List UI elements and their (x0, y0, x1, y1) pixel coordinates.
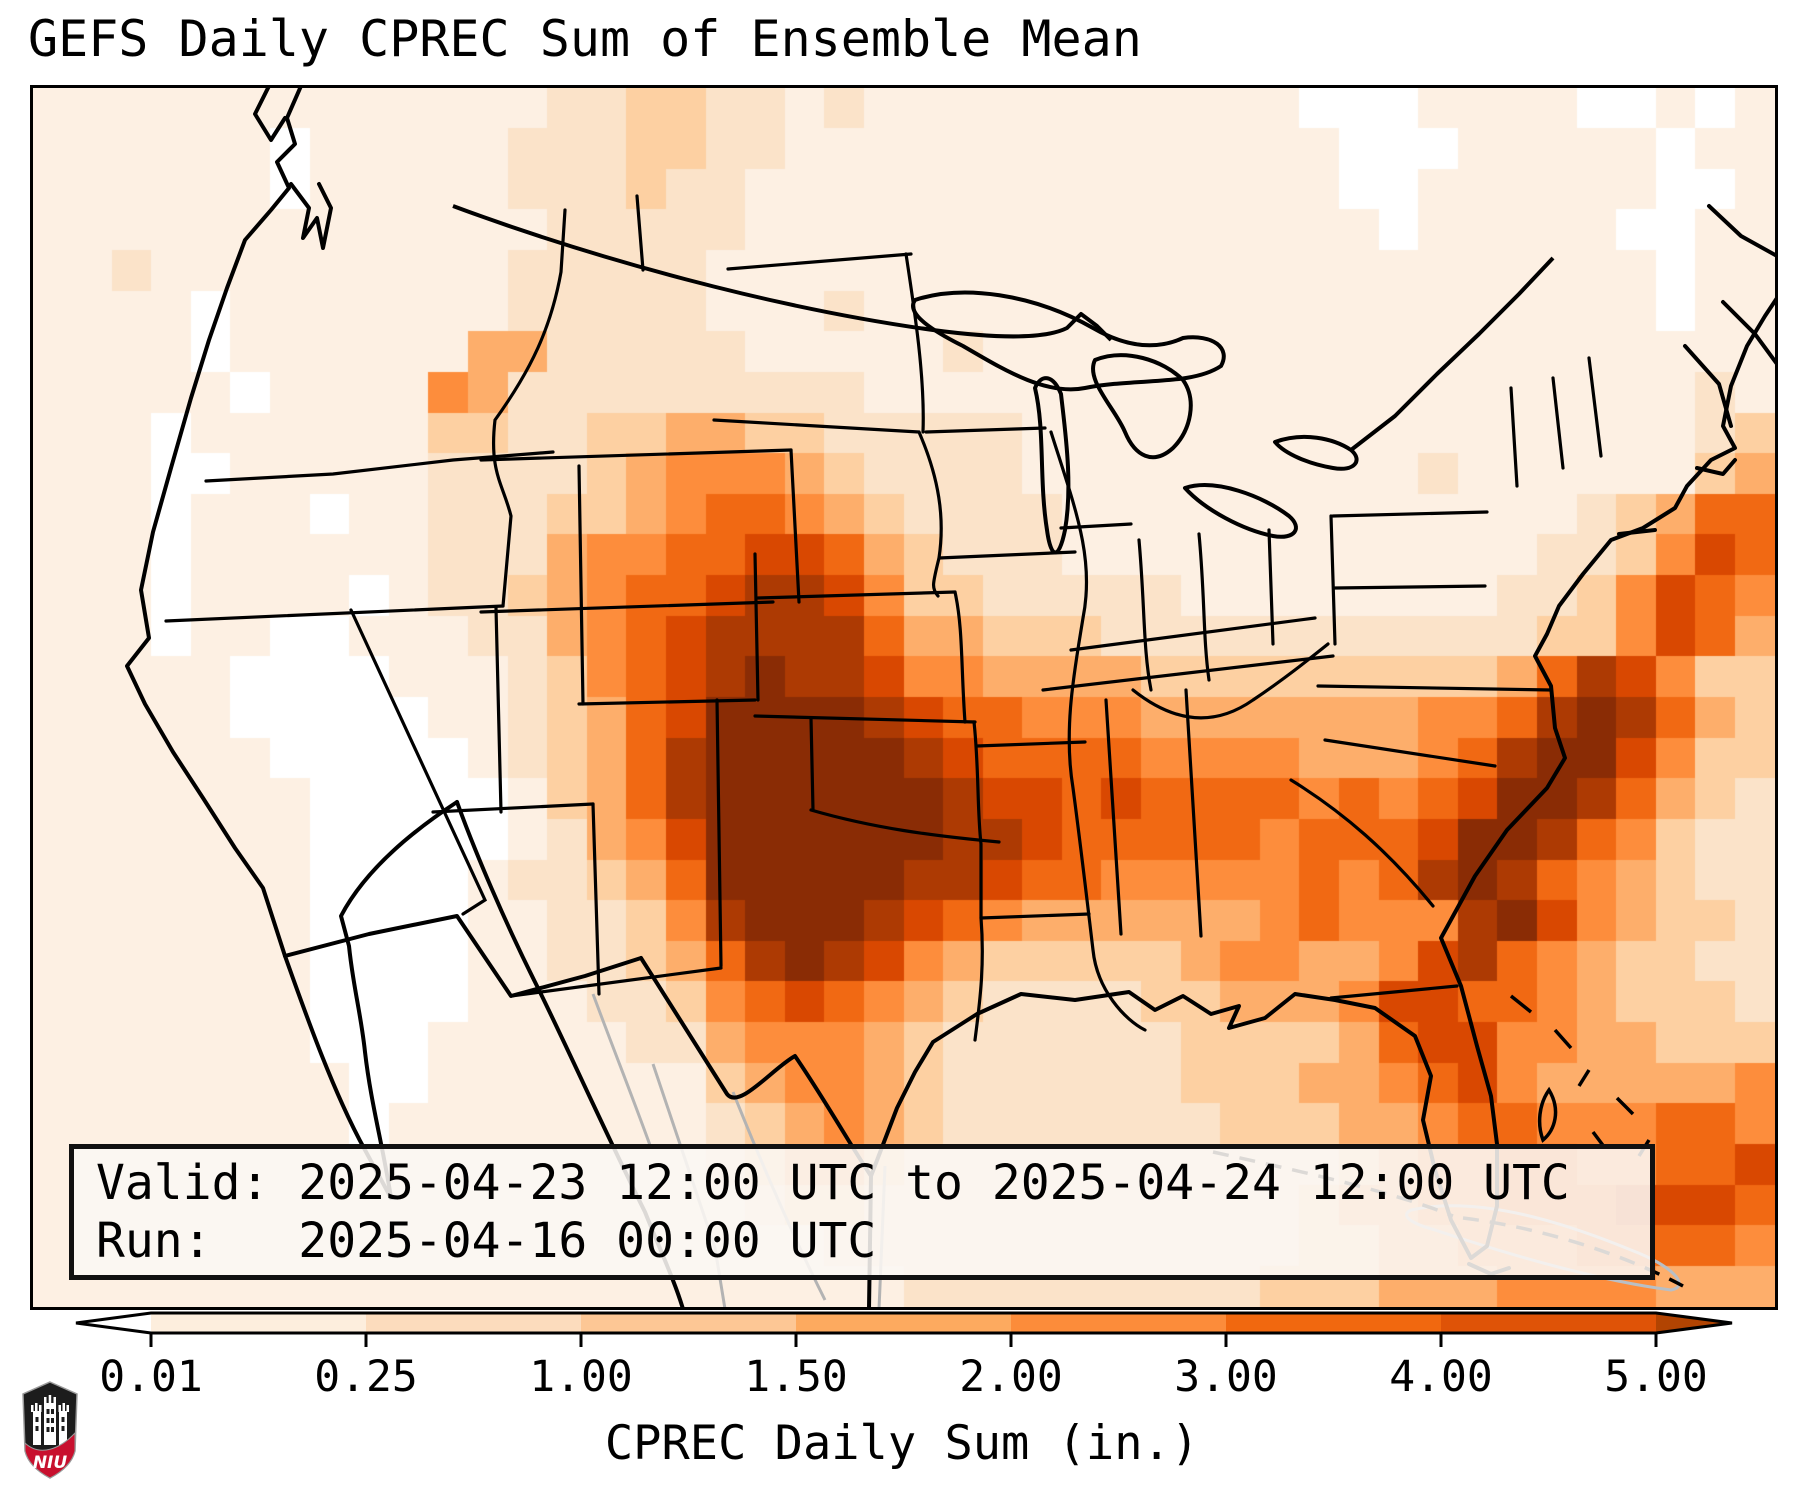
lake-ontario (1273, 435, 1359, 471)
vancouver-island (253, 88, 287, 142)
run-time-text: Run: 2025-04-16 00:00 UTC (96, 1213, 877, 1269)
canada-border (452, 204, 1113, 342)
lake-michigan (1033, 376, 1071, 555)
colorbar-tick-label: 3.00 (1174, 1352, 1278, 1402)
colorbar-segment (1226, 1313, 1441, 1333)
niu-logo: NIU (22, 1381, 78, 1479)
rio-grande (639, 956, 873, 1307)
valid-time-text: Valid: 2025-04-23 12:00 UTC to 2025-04-2… (96, 1155, 1570, 1211)
colorbar (74, 1311, 1734, 1351)
long-island (1617, 528, 1657, 536)
colorbar-svg (75, 1311, 1733, 1347)
colorbar-segment (366, 1313, 581, 1333)
bahamas-islands (1509, 994, 1651, 1157)
valid-run-info-box: Valid: 2025-04-23 12:00 UTC to 2025-04-2… (69, 1144, 1655, 1280)
nova-scotia (1721, 300, 1775, 365)
pacific-coast (125, 88, 303, 958)
colorbar-tick-label: 1.00 (529, 1352, 633, 1402)
baja-california (283, 800, 459, 1200)
maritimes-2 (1683, 344, 1733, 428)
lake-superior (911, 290, 1226, 392)
colorbar-under-arrow (76, 1313, 151, 1333)
colorbar-tick-label: 1.50 (744, 1352, 848, 1402)
colorbar-tick-label: 0.25 (314, 1352, 418, 1402)
lake-huron (1091, 353, 1193, 460)
gulf-and-atlantic-coast (869, 297, 1775, 1260)
colorbar-segment (151, 1313, 366, 1333)
maritimes-1 (1707, 204, 1775, 258)
colorbar-tick-label: 0.01 (99, 1352, 203, 1402)
us-mexico-border (283, 914, 643, 998)
puget-sound (289, 182, 333, 250)
colorbar-tick-label: 4.00 (1389, 1352, 1493, 1402)
colorbar-tick-label: 2.00 (959, 1352, 1063, 1402)
colorbar-axis-label: CPREC Daily Sum (in.) (604, 1416, 1200, 1471)
map-frame: Valid: 2025-04-23 12:00 UTC to 2025-04-2… (30, 85, 1778, 1310)
boundaries-overlay (125, 88, 1775, 1307)
coastlines (125, 88, 1775, 1307)
niu-wordmark: NIU (33, 1453, 68, 1473)
colorbar-segment (1441, 1313, 1656, 1333)
cape-cod (1695, 458, 1737, 476)
lakes-and-canada (452, 204, 1555, 555)
state-borders (164, 194, 1603, 1042)
colorbar-tick-label: 5.00 (1604, 1352, 1708, 1402)
colorbar-segment (796, 1313, 1011, 1333)
colorbar-over-arrow (1656, 1313, 1732, 1333)
st-lawrence (1349, 256, 1555, 452)
page-title: GEFS Daily CPREC Sum of Ensemble Mean (28, 10, 1142, 68)
castle-icon (31, 1395, 69, 1445)
lake-erie (1183, 483, 1298, 539)
precipitation-heatmap-canvas (33, 88, 1775, 1307)
colorbar-segment (1011, 1313, 1226, 1333)
niu-red-band (24, 1431, 76, 1479)
colorbar-segment (581, 1313, 796, 1333)
